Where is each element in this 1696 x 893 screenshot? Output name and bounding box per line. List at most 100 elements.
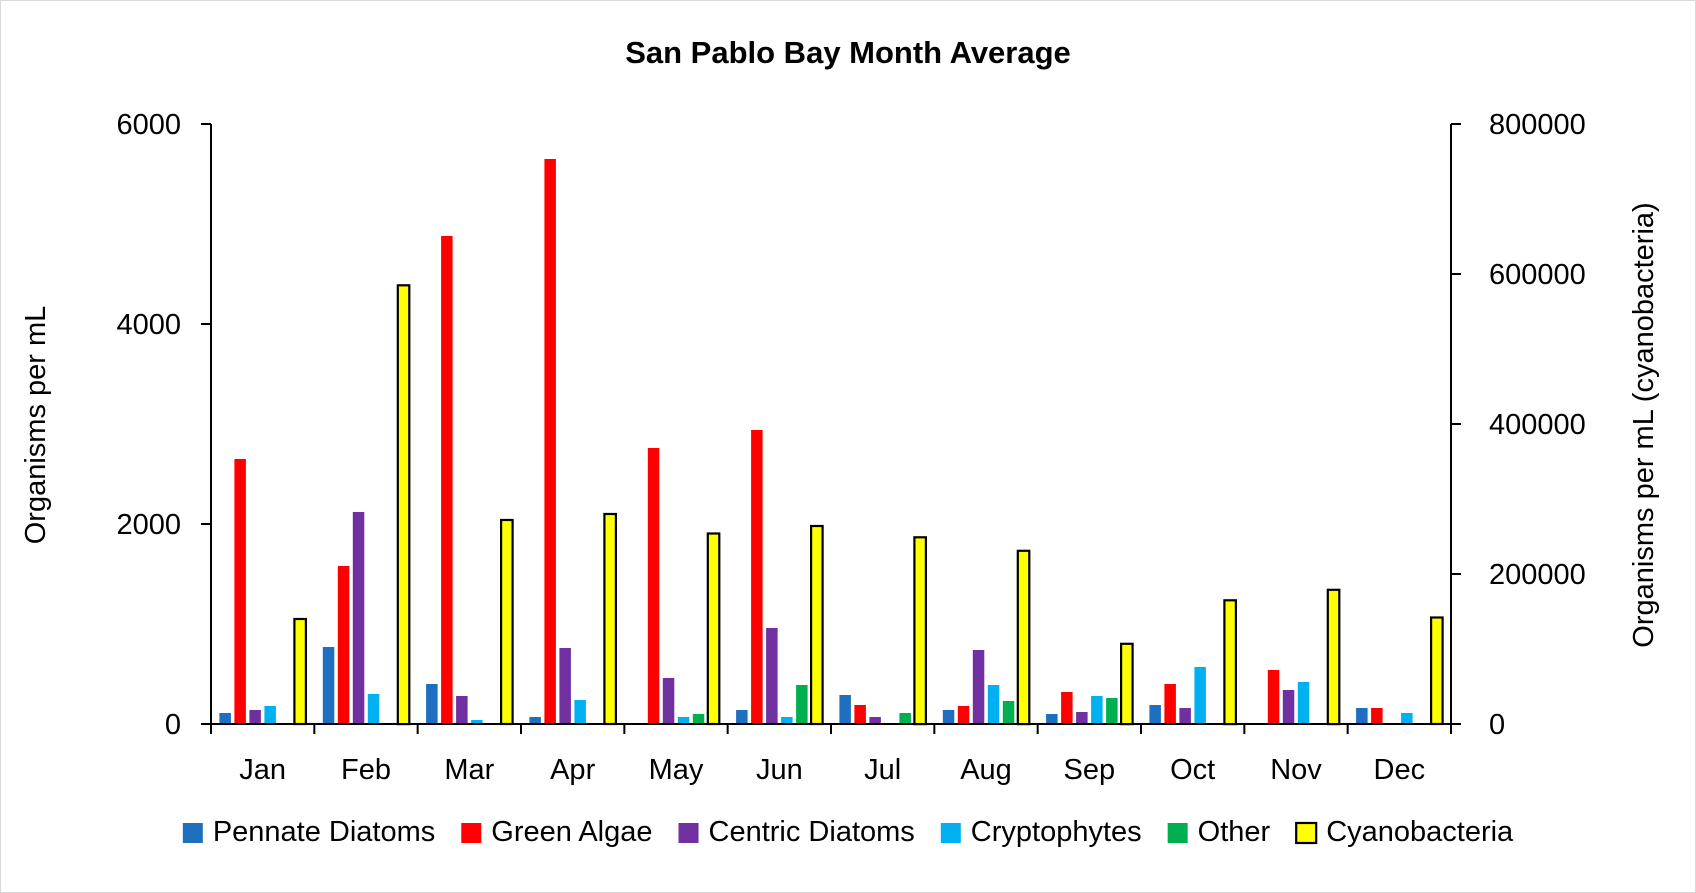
x-tick-label-jan: Jan [239, 754, 286, 786]
x-tick-label-jul: Jul [864, 754, 901, 786]
y2-tick-label: 400000 [1489, 409, 1586, 441]
bar-cyanobacteria-dec [1429, 616, 1444, 726]
legend: Pennate Diatoms Green Algae Centric Diatom… [182, 816, 1514, 848]
legend-item-other: Other [1167, 816, 1271, 848]
y2-tick-label: 200000 [1489, 559, 1586, 591]
legend-swatch-green-algae [461, 823, 482, 843]
bar-pennate-diatoms-sep [1046, 714, 1058, 724]
bar-cryptophytes-jan [264, 706, 276, 724]
x-tick-label-jun: Jun [756, 754, 803, 786]
bar-cryptophytes-aug [987, 685, 1000, 724]
bar-pennate-diatoms-apr [529, 717, 541, 724]
bar-green-algae-may [647, 448, 660, 724]
y2-axis-label: Organisms per mL (cyanobacteria) [1628, 202, 1660, 647]
bar-cyanobacteria-feb [396, 284, 411, 726]
bar-cyanobacteria-may [706, 532, 721, 726]
bar-green-algae-oct [1164, 684, 1176, 724]
x-tick-label-dec: Dec [1374, 754, 1426, 786]
bar-cyanobacteria-aug [1016, 549, 1031, 726]
bar-cyanobacteria-apr [603, 512, 618, 726]
y2-tick-label: 0 [1489, 709, 1505, 741]
legend-item-cyanobacteria: Cyanobacteria [1295, 816, 1514, 848]
bar-centric-diatoms-sep [1076, 712, 1088, 724]
bar-cryptophytes-jun [781, 717, 793, 724]
legend-label-centric-diatoms: Centric Diatoms [709, 816, 915, 848]
bar-cryptophytes-feb [367, 694, 380, 724]
bar-cyanobacteria-sep [1119, 642, 1134, 726]
bar-pennate-diatoms-mar [426, 684, 438, 724]
x-tick-label-may: May [649, 754, 704, 786]
legend-item-cryptophytes: Cryptophytes [940, 816, 1142, 848]
x-tick-label-oct: Oct [1170, 754, 1215, 786]
bar-green-algae-apr [544, 159, 556, 724]
bar-green-algae-nov [1267, 670, 1280, 724]
bar-cyanobacteria-jun [809, 524, 824, 726]
axes-group: 0 2000 4000 6000 0 200000 400000 600000 800000 Ja… [116, 109, 1585, 786]
x-tick-label-apr: Apr [550, 754, 595, 786]
bar-centric-diatoms-jun [766, 628, 778, 724]
bar-green-algae-sep [1061, 692, 1073, 724]
bar-centric-diatoms-apr [559, 648, 571, 724]
y-tick-label: 6000 [116, 109, 181, 141]
x-tick-label-feb: Feb [341, 754, 391, 786]
bar-other-sep [1106, 698, 1118, 724]
legend-swatch-other [1167, 823, 1188, 843]
bars-group [219, 159, 1444, 726]
bar-pennate-diatoms-jun [736, 710, 748, 724]
legend-label-other: Other [1198, 816, 1271, 848]
bar-centric-diatoms-mar [456, 696, 468, 724]
bar-cryptophytes-dec [1401, 713, 1413, 724]
bar-green-algae-mar [441, 236, 453, 724]
y2-tick-label: 600000 [1489, 259, 1586, 291]
legend-swatch-centric-diatoms [678, 823, 699, 843]
chart-title: San Pablo Bay Month Average [625, 35, 1071, 70]
legend-swatch-cryptophytes [940, 823, 961, 843]
legend-item-centric-diatoms: Centric Diatoms [678, 816, 915, 848]
bar-cryptophytes-oct [1194, 667, 1206, 724]
bar-green-algae-dec [1371, 708, 1383, 724]
bar-green-algae-jul [854, 705, 866, 724]
bar-pennate-diatoms-aug [942, 710, 955, 724]
bar-other-aug [1002, 701, 1015, 724]
legend-swatch-cyanobacteria [1295, 821, 1318, 845]
bar-green-algae-aug [957, 706, 970, 724]
x-tick-label-sep: Sep [1064, 754, 1116, 786]
bar-centric-diatoms-jul [869, 717, 881, 724]
bar-centric-diatoms-may [662, 678, 675, 724]
y-tick-label: 0 [165, 709, 181, 741]
bar-pennate-diatoms-dec [1356, 708, 1368, 724]
bar-centric-diatoms-nov [1282, 690, 1295, 724]
bar-cyanobacteria-mar [500, 518, 514, 726]
x-tick-label-mar: Mar [444, 754, 494, 786]
y-tick-label: 4000 [116, 309, 181, 341]
legend-label-pennate-diatoms: Pennate Diatoms [213, 816, 435, 848]
legend-item-green-algae: Green Algae [461, 816, 653, 848]
bar-cryptophytes-sep [1091, 696, 1103, 724]
bar-green-algae-jan [234, 459, 246, 724]
y-axis-label: Organisms per mL [20, 306, 52, 545]
y2-tick-label: 800000 [1489, 109, 1586, 141]
legend-swatch-pennate-diatoms [182, 823, 203, 843]
bar-cryptophytes-nov [1297, 682, 1310, 724]
bar-other-jul [899, 713, 911, 724]
legend-item-pennate-diatoms: Pennate Diatoms [182, 816, 435, 848]
bar-cyanobacteria-nov [1326, 588, 1341, 726]
legend-label-cryptophytes: Cryptophytes [971, 816, 1142, 848]
bar-green-algae-jun [751, 430, 763, 724]
x-tick-label-aug: Aug [960, 754, 1012, 786]
bar-centric-diatoms-oct [1179, 708, 1191, 724]
x-tick-label-nov: Nov [1270, 754, 1322, 786]
bar-cyanobacteria-jan [293, 617, 307, 726]
bar-other-may [692, 714, 705, 724]
bar-pennate-diatoms-jul [839, 695, 851, 724]
bar-centric-diatoms-feb [352, 512, 365, 724]
bar-centric-diatoms-aug [972, 650, 985, 724]
legend-label-cyanobacteria: Cyanobacteria [1326, 816, 1514, 848]
bar-pennate-diatoms-jan [219, 713, 231, 724]
bar-cyanobacteria-oct [1223, 599, 1238, 726]
bar-pennate-diatoms-feb [322, 647, 335, 724]
bar-cryptophytes-may [677, 717, 690, 724]
bar-green-algae-feb [337, 566, 350, 724]
